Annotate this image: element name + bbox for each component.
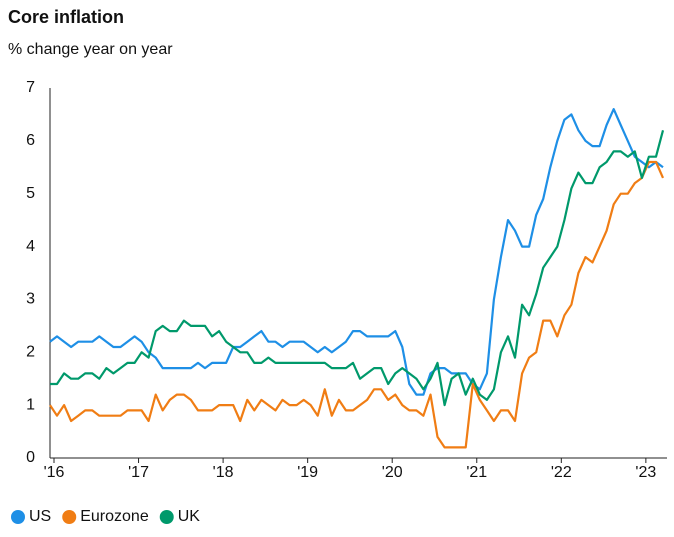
chart-subtitle: % change year on year <box>8 41 173 58</box>
x-tick-label: '23 <box>635 464 656 481</box>
legend-marker <box>62 510 77 524</box>
legend-marker <box>159 510 174 524</box>
x-tick-label: '17 <box>128 464 149 481</box>
y-tick-label: 4 <box>26 238 35 255</box>
line-series <box>49 108 664 396</box>
chart-title: Core inflation <box>8 7 124 27</box>
y-tick-label: 3 <box>26 291 35 308</box>
legend-marker <box>11 510 25 524</box>
x-tick-label: '22 <box>551 464 572 481</box>
y-tick-label: 7 <box>26 79 35 96</box>
x-tick-label: '21 <box>466 464 487 481</box>
legend-label: UK <box>178 508 201 525</box>
y-tick-label: 2 <box>26 344 35 361</box>
legend-label: Eurozone <box>80 508 149 525</box>
x-tick-label: '20 <box>382 464 403 481</box>
y-tick-label: 5 <box>26 185 35 202</box>
line-series <box>50 130 665 407</box>
x-tick-label: '19 <box>297 464 318 481</box>
legend-label: US <box>29 508 51 525</box>
y-tick-label: 1 <box>26 396 35 413</box>
line-series <box>49 160 665 449</box>
y-tick-label: 0 <box>26 449 35 466</box>
x-tick-label: '18 <box>213 464 234 481</box>
x-tick-label: '16 <box>44 464 65 481</box>
y-tick-label: 6 <box>26 132 35 149</box>
